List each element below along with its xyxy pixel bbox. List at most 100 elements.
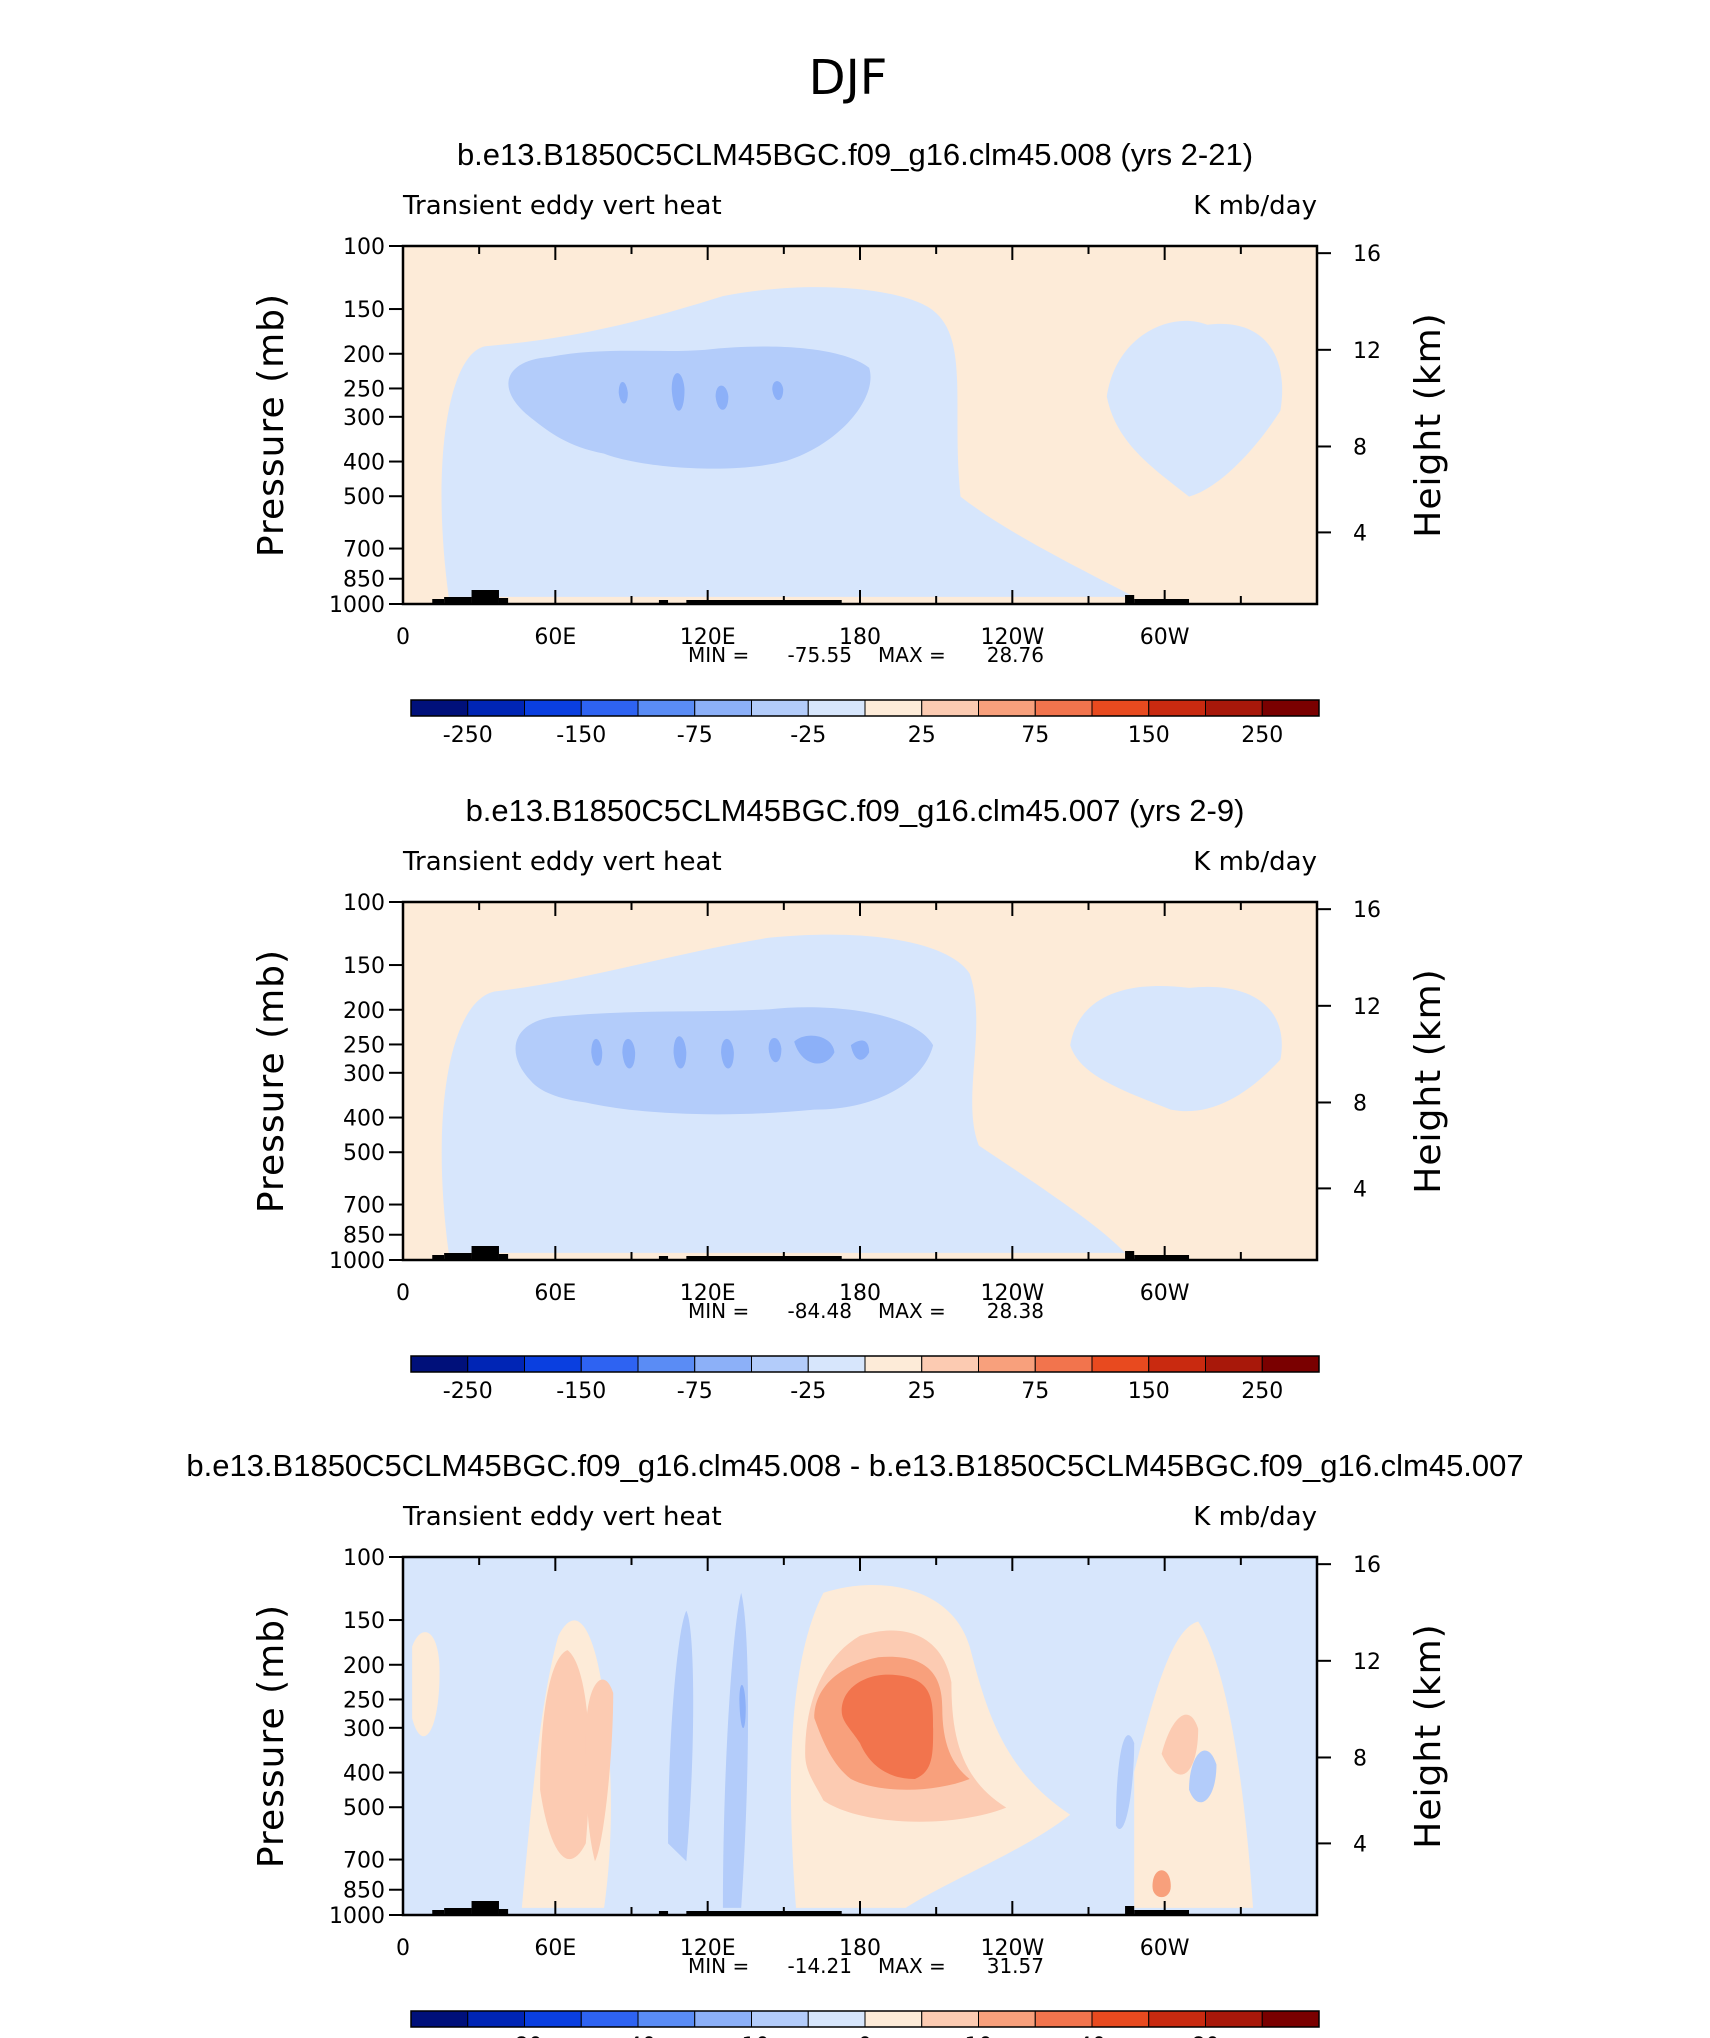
panel-left-label: Transient eddy vert heat: [402, 1502, 722, 1532]
y-tick-label: 700: [343, 1194, 385, 1219]
max-value: 31.57: [987, 1954, 1044, 1978]
contour-region: [772, 381, 784, 400]
min-label: MIN =: [688, 1954, 749, 1978]
colorbar-label: 10: [965, 2034, 993, 2038]
colorbar-label: 25: [908, 1379, 936, 1404]
topography-bar: [498, 1254, 509, 1260]
y-tick-label: 100: [343, 1546, 385, 1571]
colorbar-cell: [1091, 2010, 1150, 2028]
colorbar-label: -250: [443, 1379, 493, 1404]
topography-bar: [444, 597, 472, 604]
contour-region: [540, 1650, 590, 1860]
topography-bar: [444, 1908, 472, 1915]
figure-title: DJF: [809, 50, 888, 106]
topography-bar: [471, 1246, 499, 1260]
colorbar-cell: [807, 2010, 866, 2028]
topography-bar: [498, 1909, 509, 1915]
colorbar-cell: [807, 699, 866, 717]
colorbar-cell: [467, 2010, 525, 2028]
colorbar-cell: [751, 699, 809, 717]
y-tick-label: 150: [343, 298, 385, 323]
contour-field: [403, 902, 1317, 1260]
y2-tick-label: 8: [1353, 435, 1367, 460]
contour-region: [1115, 1735, 1135, 1830]
x-tick-label: 0: [396, 1281, 410, 1306]
colorbar-label: 40: [1078, 2034, 1106, 2038]
y-tick-label: 200: [343, 1654, 385, 1679]
contour-region: [412, 1632, 440, 1737]
contour-region: [673, 1036, 687, 1069]
contour-region: [668, 1610, 694, 1862]
y2-tick-label: 8: [1353, 1746, 1367, 1771]
x-tick-label: 60W: [1140, 625, 1190, 650]
colorbar-cell: [524, 2010, 582, 2028]
colorbar-label: -75: [677, 1379, 713, 1404]
colorbar-cell: [694, 699, 752, 717]
topography-bar: [658, 1911, 669, 1915]
y-tick-label: 300: [343, 406, 385, 431]
contour-region: [618, 382, 628, 404]
y2-tick-label: 8: [1353, 1091, 1367, 1116]
contour-region: [794, 1035, 835, 1064]
max-label: MAX =: [878, 643, 946, 667]
y-tick-label: 1000: [329, 1249, 385, 1274]
y-tick-label: 250: [343, 1033, 385, 1058]
colorbar-label: 250: [1241, 1379, 1283, 1404]
colorbar-cell: [864, 2010, 923, 2028]
y-tick-label: 850: [343, 568, 385, 593]
y-tick-label: 700: [343, 538, 385, 563]
x-tick-label: 120W: [980, 625, 1044, 650]
x-tick-label: 120E: [680, 1936, 736, 1961]
y-tick-label: 150: [343, 1609, 385, 1634]
x-tick-label: 180: [839, 1281, 881, 1306]
min-label: MIN =: [688, 1299, 749, 1323]
contour-region: [722, 1592, 749, 1908]
contour-region: [1106, 320, 1283, 497]
panel-3: b.e13.B1850C5CLM45BGC.f09_g16.clm45.008 …: [186, 1448, 1523, 2038]
panel-1: b.e13.B1850C5CLM45BGC.f09_g16.clm45.008 …: [251, 137, 1449, 748]
colorbar-label: 0: [858, 2034, 872, 2038]
colorbar-cell: [1261, 699, 1320, 717]
colorbar-cell: [1148, 2010, 1206, 2028]
topography-bar: [432, 1255, 445, 1260]
colorbar-label: -40: [620, 2034, 656, 2038]
colorbar-cell: [1034, 699, 1093, 717]
topography-bar: [471, 590, 499, 604]
panel-title: b.e13.B1850C5CLM45BGC.f09_g16.clm45.008 …: [186, 1448, 1523, 1483]
y2-tick-label: 12: [1353, 339, 1381, 364]
colorbar-cell: [1148, 699, 1206, 717]
topography-bar: [1125, 595, 1135, 604]
x-tick-label: 120W: [980, 1281, 1044, 1306]
y-tick-label: 700: [343, 1849, 385, 1874]
colorbar-cell: [1034, 1355, 1093, 1373]
colorbar-cell: [1091, 699, 1150, 717]
min-label: MIN =: [688, 643, 749, 667]
y-tick-label: 1000: [329, 593, 385, 618]
colorbar-cell: [410, 699, 469, 717]
colorbar-frame: [410, 2010, 1320, 2028]
y-tick-label: 300: [343, 1717, 385, 1742]
contour-region: [585, 1679, 614, 1862]
contour-region: [622, 1038, 636, 1069]
topography-bar: [432, 599, 445, 604]
topography-bar: [686, 1256, 842, 1260]
colorbar-cell: [1205, 2010, 1263, 2028]
topography-bar: [498, 598, 509, 604]
contour-region: [721, 1038, 734, 1069]
colorbar-label: -250: [443, 723, 493, 748]
colorbar-cell: [1034, 2010, 1093, 2028]
contour-region: [796, 557, 934, 585]
colorbar-cell: [580, 2010, 639, 2028]
y-tick-label: 100: [343, 891, 385, 916]
y2-axis-label: Height (km): [1408, 1623, 1449, 1848]
x-tick-label: 120E: [680, 1281, 736, 1306]
colorbar-cell: [637, 1355, 696, 1373]
topography-bar: [1125, 1251, 1135, 1260]
colorbar-cell: [1261, 1355, 1320, 1373]
colorbar-cell: [921, 1355, 979, 1373]
contour-region: [1152, 1870, 1171, 1898]
topography-bar: [432, 1910, 445, 1915]
colorbar-cell: [978, 1355, 1036, 1373]
x-tick-label: 60E: [534, 1281, 576, 1306]
x-tick-label: 180: [839, 1936, 881, 1961]
